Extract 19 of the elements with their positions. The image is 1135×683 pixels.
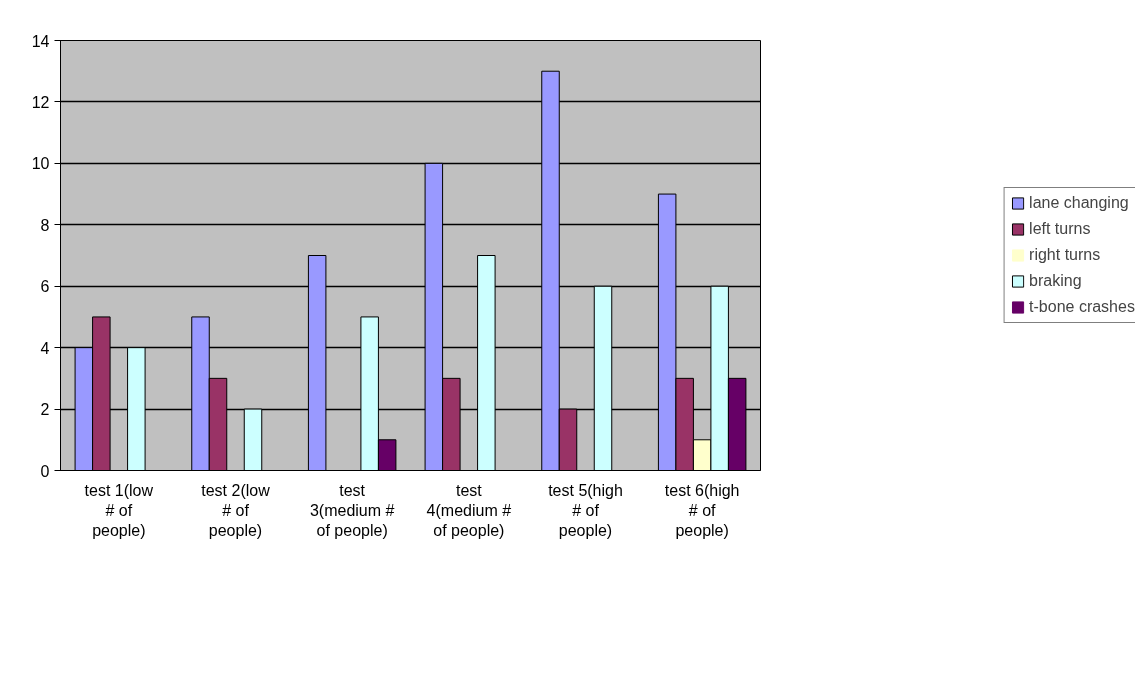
y-tick-label: 12 [31, 93, 50, 111]
x-tick-label: test 3(medium # of people) [309, 481, 395, 540]
legend-label: right turns [1029, 246, 1101, 264]
y-tick-label: 8 [40, 216, 50, 234]
y-tick-label: 4 [40, 339, 50, 357]
legend-label: t-bone crashes [1029, 298, 1135, 316]
x-tick-label: test 1(low # of people) [84, 481, 154, 540]
y-tick-label: 14 [31, 32, 50, 50]
legend-label: braking [1029, 272, 1082, 290]
y-tick-label: 0 [40, 462, 50, 480]
x-tick-label: test 5(high # of people) [548, 481, 623, 540]
legend-label: lane changing [1029, 194, 1129, 212]
legend-label: left turns [1029, 220, 1091, 238]
y-tick-label: 2 [40, 401, 50, 419]
x-tick-label: test 4(medium # of people) [426, 481, 512, 540]
y-tick-label: 6 [40, 278, 50, 296]
x-tick-label: test 6(high # of people) [664, 481, 740, 540]
y-tick-label: 10 [31, 155, 50, 173]
x-tick-label: test 2(low # of people) [201, 481, 271, 540]
